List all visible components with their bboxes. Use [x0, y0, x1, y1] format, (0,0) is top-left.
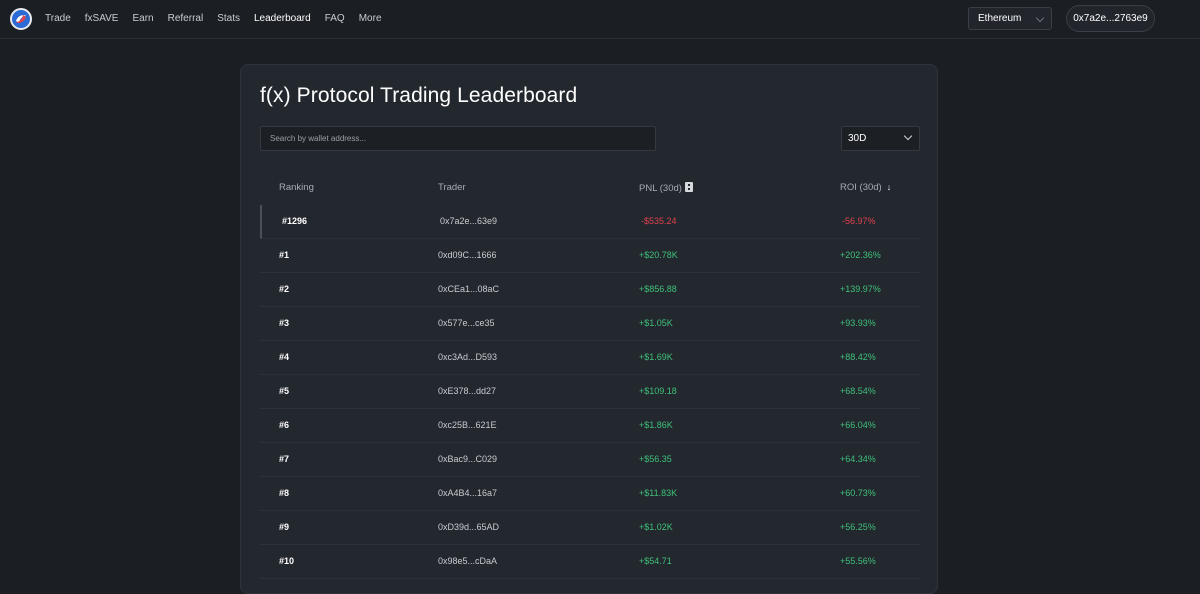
rank-cell: #2	[279, 284, 290, 294]
roi-cell: +88.42%	[840, 352, 876, 362]
header-pnl[interactable]: PNL (30d)	[639, 182, 693, 194]
trader-cell[interactable]: 0x7a2e...63e9	[440, 216, 498, 226]
header-roi[interactable]: ROI (30d) ↓	[840, 182, 891, 193]
pnl-cell: +$1.69K	[639, 352, 673, 362]
table-row[interactable]: #2 0xCEa1...08aC +$856.88 +139.97%	[260, 273, 920, 307]
table-body: #1296 0x7a2e...63e9 -$535.24 -56.97% #1 0xd09…	[260, 205, 920, 579]
table-row[interactable]: #10 0x98e5...cDaA +$54.71 +55.56%	[260, 545, 920, 579]
pnl-cell: +$856.88	[639, 284, 677, 294]
roi-cell: +56.25%	[840, 522, 876, 532]
pnl-cell: +$54.71	[639, 556, 672, 566]
network-label: Ethereum	[978, 13, 1022, 24]
roi-cell: +68.54%	[840, 386, 876, 396]
sort-desc-arrow-icon[interactable]: ↓	[886, 182, 892, 192]
table-row-current-user[interactable]: #1296 0x7a2e...63e9 -$535.24 -56.97%	[260, 205, 920, 239]
trader-cell[interactable]: 0xc25B...621E	[438, 420, 497, 430]
table-row[interactable]: #8 0xA4B4...16a7 +$11.83K +60.73%	[260, 477, 920, 511]
table-row[interactable]: #6 0xc25B...621E +$1.86K +66.04%	[260, 409, 920, 443]
header-trader: Trader	[438, 182, 466, 193]
chevron-down-icon	[1035, 13, 1045, 23]
nav-trade[interactable]: Trade	[45, 12, 71, 24]
table-row[interactable]: #3 0x577e...ce35 +$1.05K +93.93%	[260, 307, 920, 341]
leaderboard-table: Ranking Trader PNL (30d) ROI (30d) ↓ #129…	[260, 171, 920, 579]
trader-cell[interactable]: 0xA4B4...16a7	[438, 488, 498, 498]
pnl-cell: +$109.18	[639, 386, 677, 396]
header-pnl-label: PNL (30d)	[639, 183, 682, 194]
network-select[interactable]: Ethereum	[968, 7, 1052, 30]
leaderboard-card: f(x) Protocol Trading Leaderboard 30D Ra…	[240, 64, 938, 594]
pnl-cell: +$56.35	[639, 454, 672, 464]
logo-swirl-icon	[16, 15, 26, 23]
trader-cell[interactable]: 0xE378...dd27	[438, 386, 497, 396]
roi-cell: +55.56%	[840, 556, 876, 566]
top-navbar: Trade fxSAVE Earn Referral Stats Leaderb…	[0, 0, 1200, 39]
rank-cell: #8	[279, 488, 290, 498]
table-header: Ranking Trader PNL (30d) ROI (30d) ↓	[260, 171, 920, 205]
nav-earn[interactable]: Earn	[132, 12, 154, 24]
rank-cell: #1	[279, 250, 290, 260]
sort-icon[interactable]	[684, 182, 693, 192]
roi-cell: +93.93%	[840, 318, 876, 328]
pnl-cell: +$1.02K	[639, 522, 673, 532]
trader-cell[interactable]: 0xCEa1...08aC	[438, 284, 500, 294]
trader-cell[interactable]: 0xBac9...C029	[438, 454, 498, 464]
pnl-cell: +$11.83K	[639, 488, 678, 498]
nav-faq[interactable]: FAQ	[324, 12, 345, 24]
trader-cell[interactable]: 0x98e5...cDaA	[438, 556, 498, 566]
rank-cell: #5	[279, 386, 290, 396]
pnl-cell: -$535.24	[641, 216, 677, 226]
fx-logo-icon[interactable]	[10, 8, 32, 30]
roi-cell: -56.97%	[842, 216, 876, 226]
roi-cell: +60.73%	[840, 488, 876, 498]
period-select[interactable]: 30D	[841, 126, 920, 151]
wallet-button[interactable]: 0x7a2e...2763e9	[1066, 5, 1155, 32]
table-row[interactable]: #4 0xc3Ad...D593 +$1.69K +88.42%	[260, 341, 920, 375]
rank-cell: #7	[279, 454, 290, 464]
table-row[interactable]: #7 0xBac9...C029 +$56.35 +64.34%	[260, 443, 920, 477]
chevron-down-icon	[903, 131, 913, 141]
nav-fxsave[interactable]: fxSAVE	[84, 12, 119, 24]
roi-cell: +64.34%	[840, 454, 876, 464]
rank-cell: #3	[279, 318, 290, 328]
roi-cell: +202.36%	[840, 250, 881, 260]
trader-cell[interactable]: 0xc3Ad...D593	[438, 352, 498, 362]
pnl-cell: +$1.86K	[639, 420, 673, 430]
trader-cell[interactable]: 0xD39d...65AD	[438, 522, 500, 532]
pnl-cell: +$1.05K	[639, 318, 673, 328]
rank-cell: #1296	[282, 216, 308, 226]
search-input[interactable]	[260, 126, 656, 151]
page-title: f(x) Protocol Trading Leaderboard	[260, 84, 578, 107]
roi-cell: +66.04%	[840, 420, 876, 430]
nav-referral[interactable]: Referral	[167, 12, 204, 24]
nav-leaderboard[interactable]: Leaderboard	[253, 12, 311, 24]
trader-cell[interactable]: 0x577e...ce35	[438, 318, 495, 328]
header-roi-label: ROI (30d)	[840, 182, 882, 193]
rank-cell: #9	[279, 522, 290, 532]
table-row[interactable]: #1 0xd09C...1666 +$20.78K +202.36%	[260, 239, 920, 273]
table-row[interactable]: #5 0xE378...dd27 +$109.18 +68.54%	[260, 375, 920, 409]
period-label: 30D	[848, 133, 867, 144]
rank-cell: #10	[279, 556, 295, 566]
rank-cell: #6	[279, 420, 290, 430]
table-row[interactable]: #9 0xD39d...65AD +$1.02K +56.25%	[260, 511, 920, 545]
pnl-cell: +$20.78K	[639, 250, 678, 260]
header-ranking: Ranking	[279, 182, 314, 193]
rank-cell: #4	[279, 352, 290, 362]
roi-cell: +139.97%	[840, 284, 881, 294]
nav-stats[interactable]: Stats	[217, 12, 240, 24]
trader-cell[interactable]: 0xd09C...1666	[438, 250, 497, 260]
nav-more[interactable]: More	[358, 12, 382, 24]
nav-links: Trade fxSAVE Earn Referral Stats Leaderb…	[45, 0, 396, 36]
